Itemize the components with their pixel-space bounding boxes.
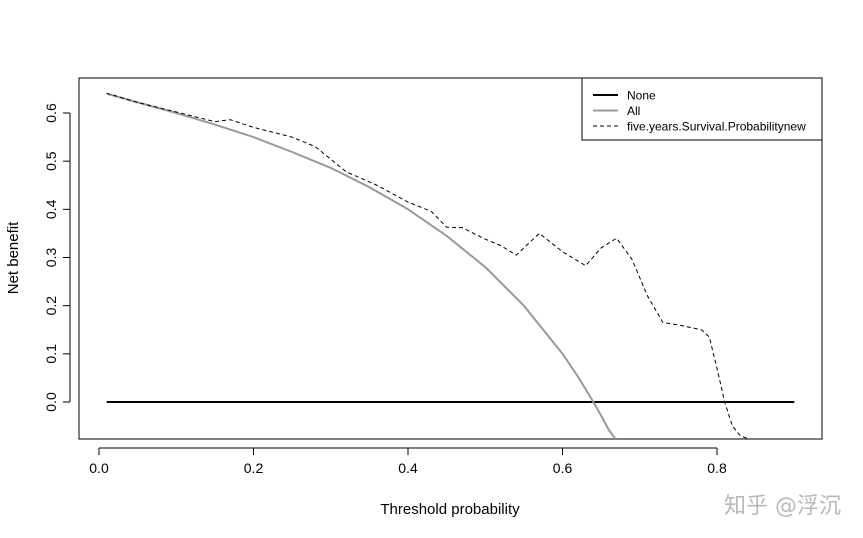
y-tick-label: 0.3 [43,248,59,268]
watermark: 知乎 @浮沉 [724,494,841,519]
series-layer [106,92,795,439]
legend-label: None [627,89,656,103]
x-tick-label: 0.6 [553,460,573,476]
axes-layer: 0.0 0.2 0.4 0.6 0.8 0.0 0.1 0.2 0.3 0.4 0.5 0.6 [43,103,727,476]
y-tick-label: 0.2 [43,296,59,316]
x-tick-label: 0.8 [707,460,727,476]
y-tick-label: 0.5 [43,151,59,171]
plot-frame [78,77,823,440]
x-tick-label: 0.2 [244,460,264,476]
y-tick-label: 0.4 [43,199,59,219]
y-tick-label: 0.6 [43,103,59,123]
x-tick-label: 0.0 [89,460,109,476]
legend-box [581,77,823,141]
x-tick-label: 0.4 [398,460,418,476]
legend-label: five.years.Survival.Probabilitynew [627,120,806,134]
series-line-1 [106,92,617,439]
legend-label: All [627,104,640,118]
series-line-2 [106,92,752,439]
y-axis-label: Net benefit [5,221,22,294]
x-axis-label: Threshold probability [380,501,520,518]
y-tick-label: 0.0 [43,392,59,412]
y-tick-label: 0.1 [43,344,59,364]
